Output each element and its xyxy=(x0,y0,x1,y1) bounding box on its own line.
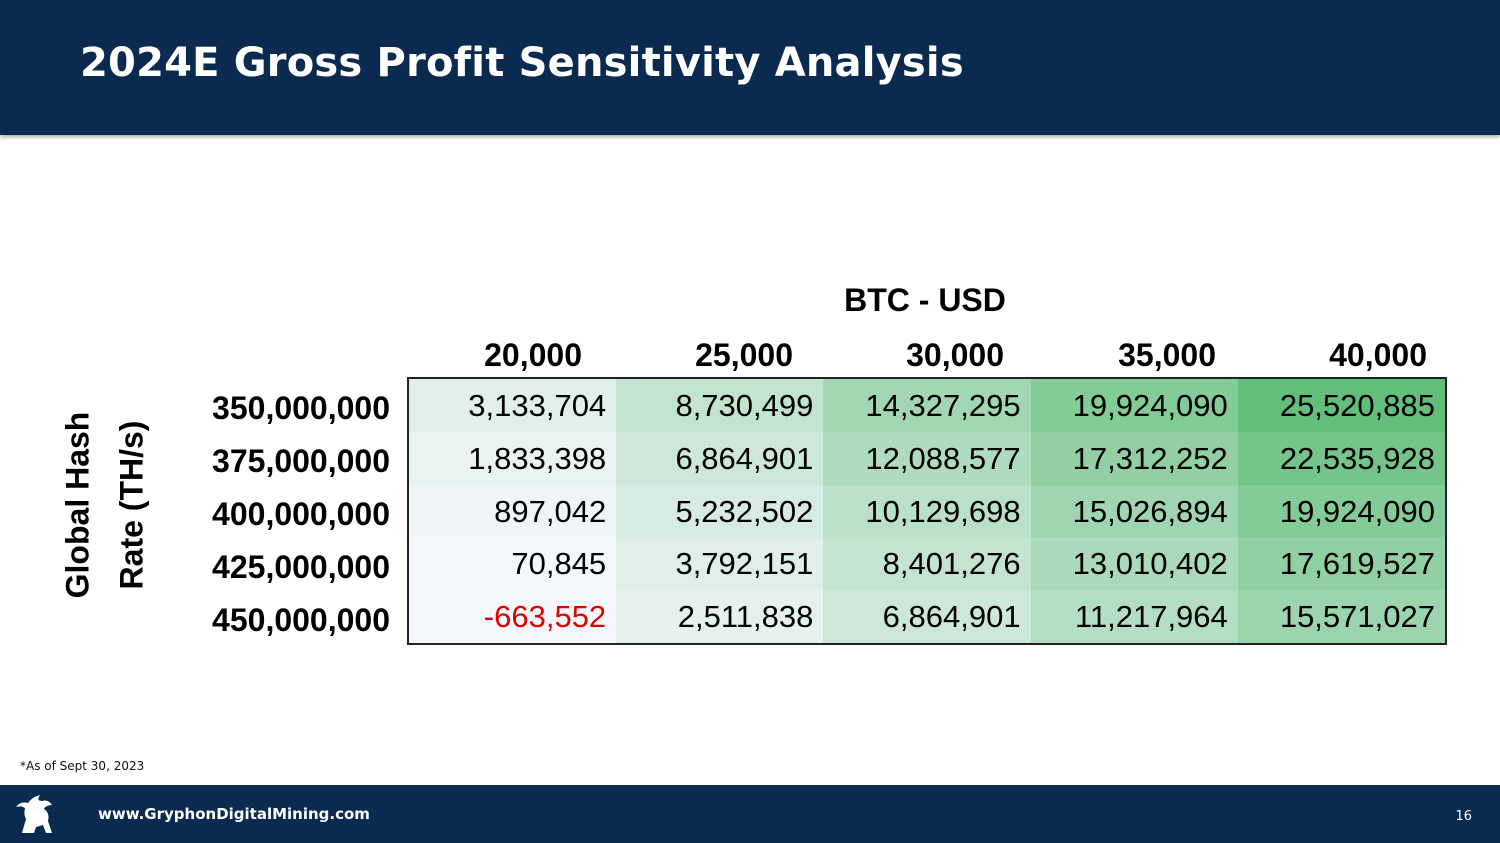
table-cell: 6,864,901 xyxy=(616,431,824,485)
table-cell: 13,010,402 xyxy=(1030,537,1238,591)
row-header: 450,000,000 xyxy=(212,602,390,638)
table-cell: 5,232,502 xyxy=(616,484,824,538)
row-header: 425,000,000 xyxy=(212,549,390,585)
table-cell: 1,833,398 xyxy=(409,431,617,485)
column-header: 40,000 xyxy=(1329,337,1427,373)
table-cell: 11,217,964 xyxy=(1030,590,1238,643)
table-cell: 70,845 xyxy=(409,537,617,591)
column-header: 35,000 xyxy=(1118,337,1216,373)
table-cell: 10,129,698 xyxy=(823,484,1031,538)
column-header: 25,000 xyxy=(695,337,793,373)
table-cell: 15,026,894 xyxy=(1030,484,1238,538)
column-header: 20,000 xyxy=(484,337,582,373)
table-cell: 19,924,090 xyxy=(1237,484,1445,538)
row-header: 400,000,000 xyxy=(212,496,390,532)
table-cell: 6,864,901 xyxy=(823,590,1031,643)
table-cell: 14,327,295 xyxy=(823,379,1031,432)
row-axis-label-line1: Global Hash xyxy=(59,411,96,599)
table-cell: 2,511,838 xyxy=(616,590,824,643)
row-header: 375,000,000 xyxy=(212,443,390,479)
table-cell: 3,133,704 xyxy=(409,379,617,432)
row-header: 350,000,000 xyxy=(212,390,390,426)
table-cell: 15,571,027 xyxy=(1237,590,1445,643)
table-cell: 12,088,577 xyxy=(823,431,1031,485)
column-header: 30,000 xyxy=(906,337,1004,373)
footnote: *As of Sept 30, 2023 xyxy=(20,759,145,773)
slide-footer: www.GryphonDigitalMining.com 16 xyxy=(0,785,1500,843)
column-axis-label: BTC - USD xyxy=(844,282,1006,318)
slide-title: 2024E Gross Profit Sensitivity Analysis xyxy=(80,40,964,86)
slide-header: 2024E Gross Profit Sensitivity Analysis xyxy=(0,0,1500,135)
table-cell: 8,730,499 xyxy=(616,379,824,432)
sensitivity-table: 3,133,704 8,730,499 14,327,295 19,924,090 25… xyxy=(407,377,1447,645)
gryphon-logo-icon xyxy=(16,795,52,833)
table-cell: 25,520,885 xyxy=(1237,379,1445,432)
table-cell: 17,619,527 xyxy=(1237,537,1445,591)
table-cell: 19,924,090 xyxy=(1030,379,1238,432)
table-cell: -663,552 xyxy=(409,590,617,643)
table-cell: 17,312,252 xyxy=(1030,431,1238,485)
table-cell: 897,042 xyxy=(409,484,617,538)
footer-url[interactable]: www.GryphonDigitalMining.com xyxy=(98,805,370,823)
row-axis-label-line2: Rate (TH/s) xyxy=(114,420,150,590)
table-cell: 3,792,151 xyxy=(616,537,824,591)
table-cell: 22,535,928 xyxy=(1237,431,1445,485)
table-cell: 8,401,276 xyxy=(823,537,1031,591)
page-number: 16 xyxy=(1455,809,1472,824)
